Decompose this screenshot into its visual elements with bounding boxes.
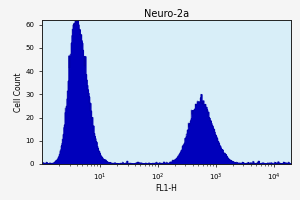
X-axis label: FL1-H: FL1-H — [156, 184, 177, 193]
Title: Neuro-2a: Neuro-2a — [144, 9, 189, 19]
Y-axis label: Cell Count: Cell Count — [14, 72, 22, 112]
